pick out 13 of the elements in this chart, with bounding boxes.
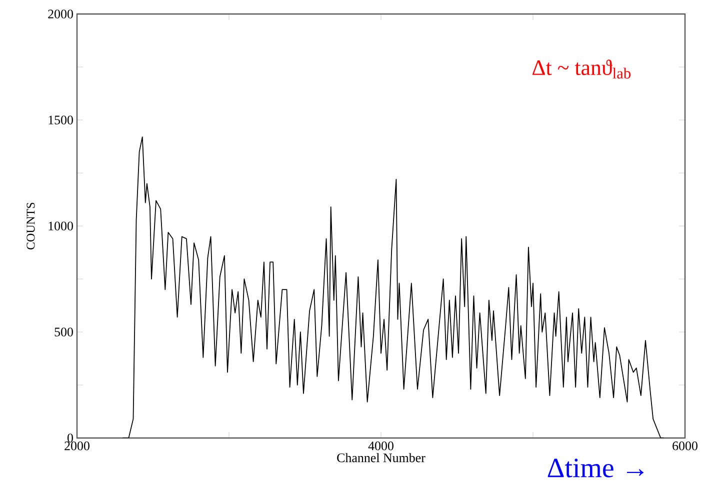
x-tick-label: 6000 — [672, 442, 698, 450]
y-tick-label: 2000 — [48, 10, 73, 18]
y-tick-label: 0 — [68, 434, 73, 442]
line-series — [122, 136, 664, 438]
x-tick-label: 4000 — [368, 442, 394, 450]
annotation: Δt ~ tanϑ$_{lab}$ — [532, 60, 631, 79]
y-tick-label: 1500 — [48, 116, 73, 124]
y-axis-title: COUNTS — [26, 202, 35, 250]
text: Δtime → — [548, 458, 644, 478]
x-tick-label: 2000 — [64, 442, 90, 450]
y-tick-label: 1000 — [48, 222, 73, 230]
y-tick-label: 500 — [54, 328, 73, 336]
x-axis-title: Channel Number — [337, 453, 426, 462]
